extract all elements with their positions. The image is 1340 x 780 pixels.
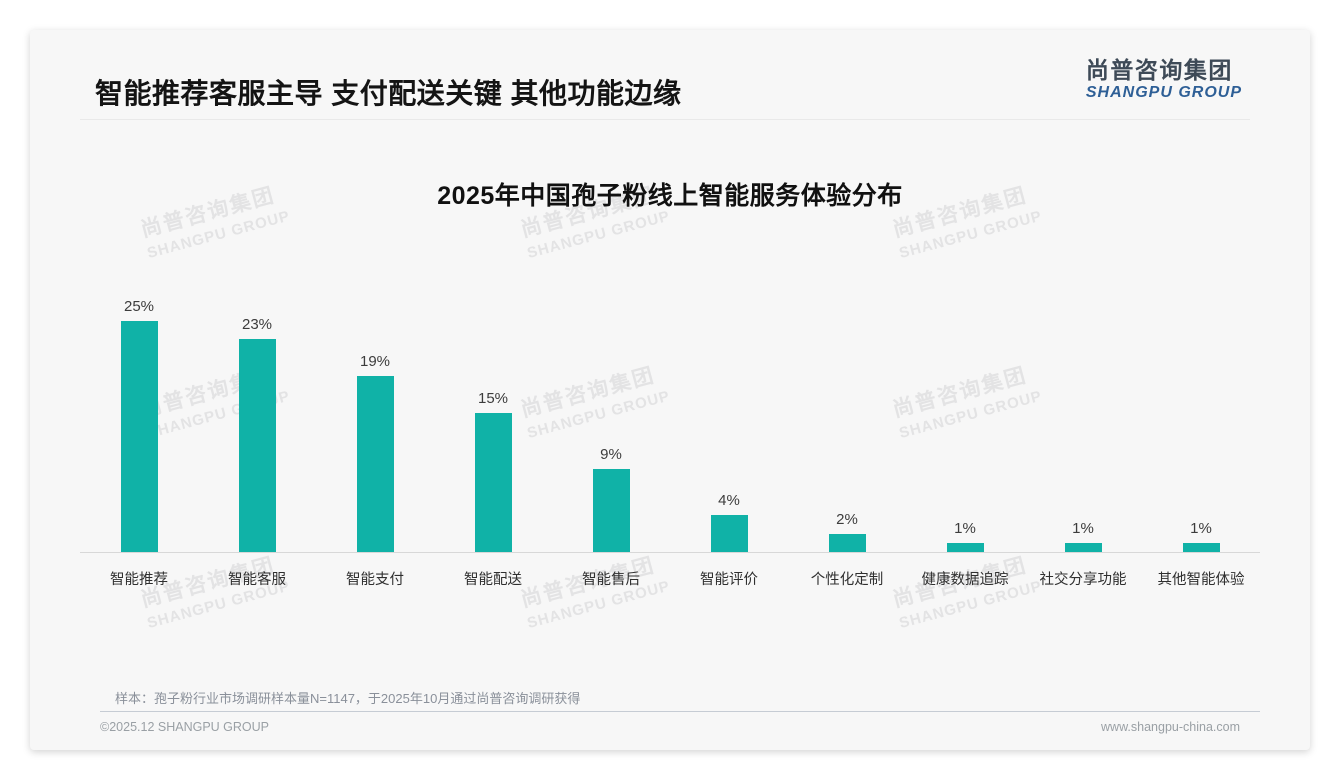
sample-note: 样本：孢子粉行业市场调研样本量N=1147，于2025年10月通过尚普咨询调研获…	[115, 691, 581, 706]
bar-value-label: 15%	[477, 390, 509, 407]
bar	[828, 534, 866, 552]
page-title: 智能推荐客服主导 支付配送关键 其他功能边缘	[95, 78, 682, 109]
bar-category-label: 智能推荐	[110, 572, 168, 588]
bar-category-label: 健康数据追踪	[921, 572, 1009, 588]
page-footer: ©2025.12 SHANGPU GROUP www.shangpu-china…	[100, 720, 1240, 734]
bar	[120, 321, 158, 552]
category-axis-labels: 智能推荐 智能客服 智能支付 智能配送 智能售后 智能评价 个性化定制 健康数据追踪 社交分享功…	[80, 568, 1260, 592]
company-logo: 尚普咨询集团 SHANGPU GROUP	[1085, 57, 1242, 102]
bar-group: 23%	[198, 280, 316, 553]
bar	[1064, 543, 1102, 552]
bar-group: 15%	[434, 280, 552, 553]
report-card: 尚普咨询集团 SHANGPU GROUP 尚普咨询集团 SHANGPU GROUP 尚普…	[30, 30, 1310, 750]
logo-english-text: SHANGPU GROUP	[1085, 84, 1242, 102]
chart-title: 2025年中国孢子粉线上智能服务体验分布	[437, 182, 903, 210]
copyright-text: ©2025.12 SHANGPU GROUP	[100, 720, 269, 734]
bar	[238, 339, 276, 552]
x-axis-line	[80, 552, 1260, 553]
bar-category-label: 其他智能体验	[1157, 572, 1245, 588]
logo-chinese-text: 尚普咨询集团	[1085, 57, 1233, 83]
bar-value-label: 23%	[241, 316, 273, 333]
footer-divider	[100, 711, 1260, 712]
bar	[710, 515, 748, 552]
bar	[1182, 543, 1220, 552]
bar-value-label: 2%	[836, 511, 858, 528]
bar	[474, 413, 512, 552]
bar-category-label: 个性化定制	[810, 572, 884, 588]
bar-category-label: 智能配送	[464, 572, 522, 588]
bar-value-label: 1%	[1190, 520, 1212, 537]
bar	[946, 543, 984, 552]
bar-category-label: 智能客服	[228, 572, 286, 588]
bar-group: 1%	[1024, 280, 1142, 553]
bar-value-label: 1%	[954, 520, 976, 537]
bar-group: 1%	[1142, 280, 1260, 553]
bar	[356, 376, 394, 552]
bar-chart: 25% 23% 19% 15% 9% 4% 2% 1% 1% 1%	[80, 280, 1260, 553]
bar-value-label: 1%	[1072, 520, 1094, 537]
bar-category-label: 智能评价	[700, 572, 758, 588]
bar-group: 2%	[788, 280, 906, 553]
bar-category-label: 社交分享功能	[1039, 572, 1127, 588]
bar	[592, 469, 630, 552]
bar-value-label: 9%	[600, 446, 622, 463]
bar-group: 4%	[670, 280, 788, 553]
bar-value-label: 4%	[718, 492, 740, 509]
bar-group: 1%	[906, 280, 1024, 553]
bar-value-label: 19%	[359, 353, 391, 370]
bar-group: 19%	[316, 280, 434, 553]
bar-category-label: 智能售后	[582, 572, 640, 588]
bar-group: 9%	[552, 280, 670, 553]
bar-group: 25%	[80, 280, 198, 553]
header-divider	[80, 119, 1250, 120]
bar-value-label: 25%	[123, 298, 155, 315]
bar-category-label: 智能支付	[346, 572, 404, 588]
website-link[interactable]: www.shangpu-china.com	[1101, 720, 1240, 734]
